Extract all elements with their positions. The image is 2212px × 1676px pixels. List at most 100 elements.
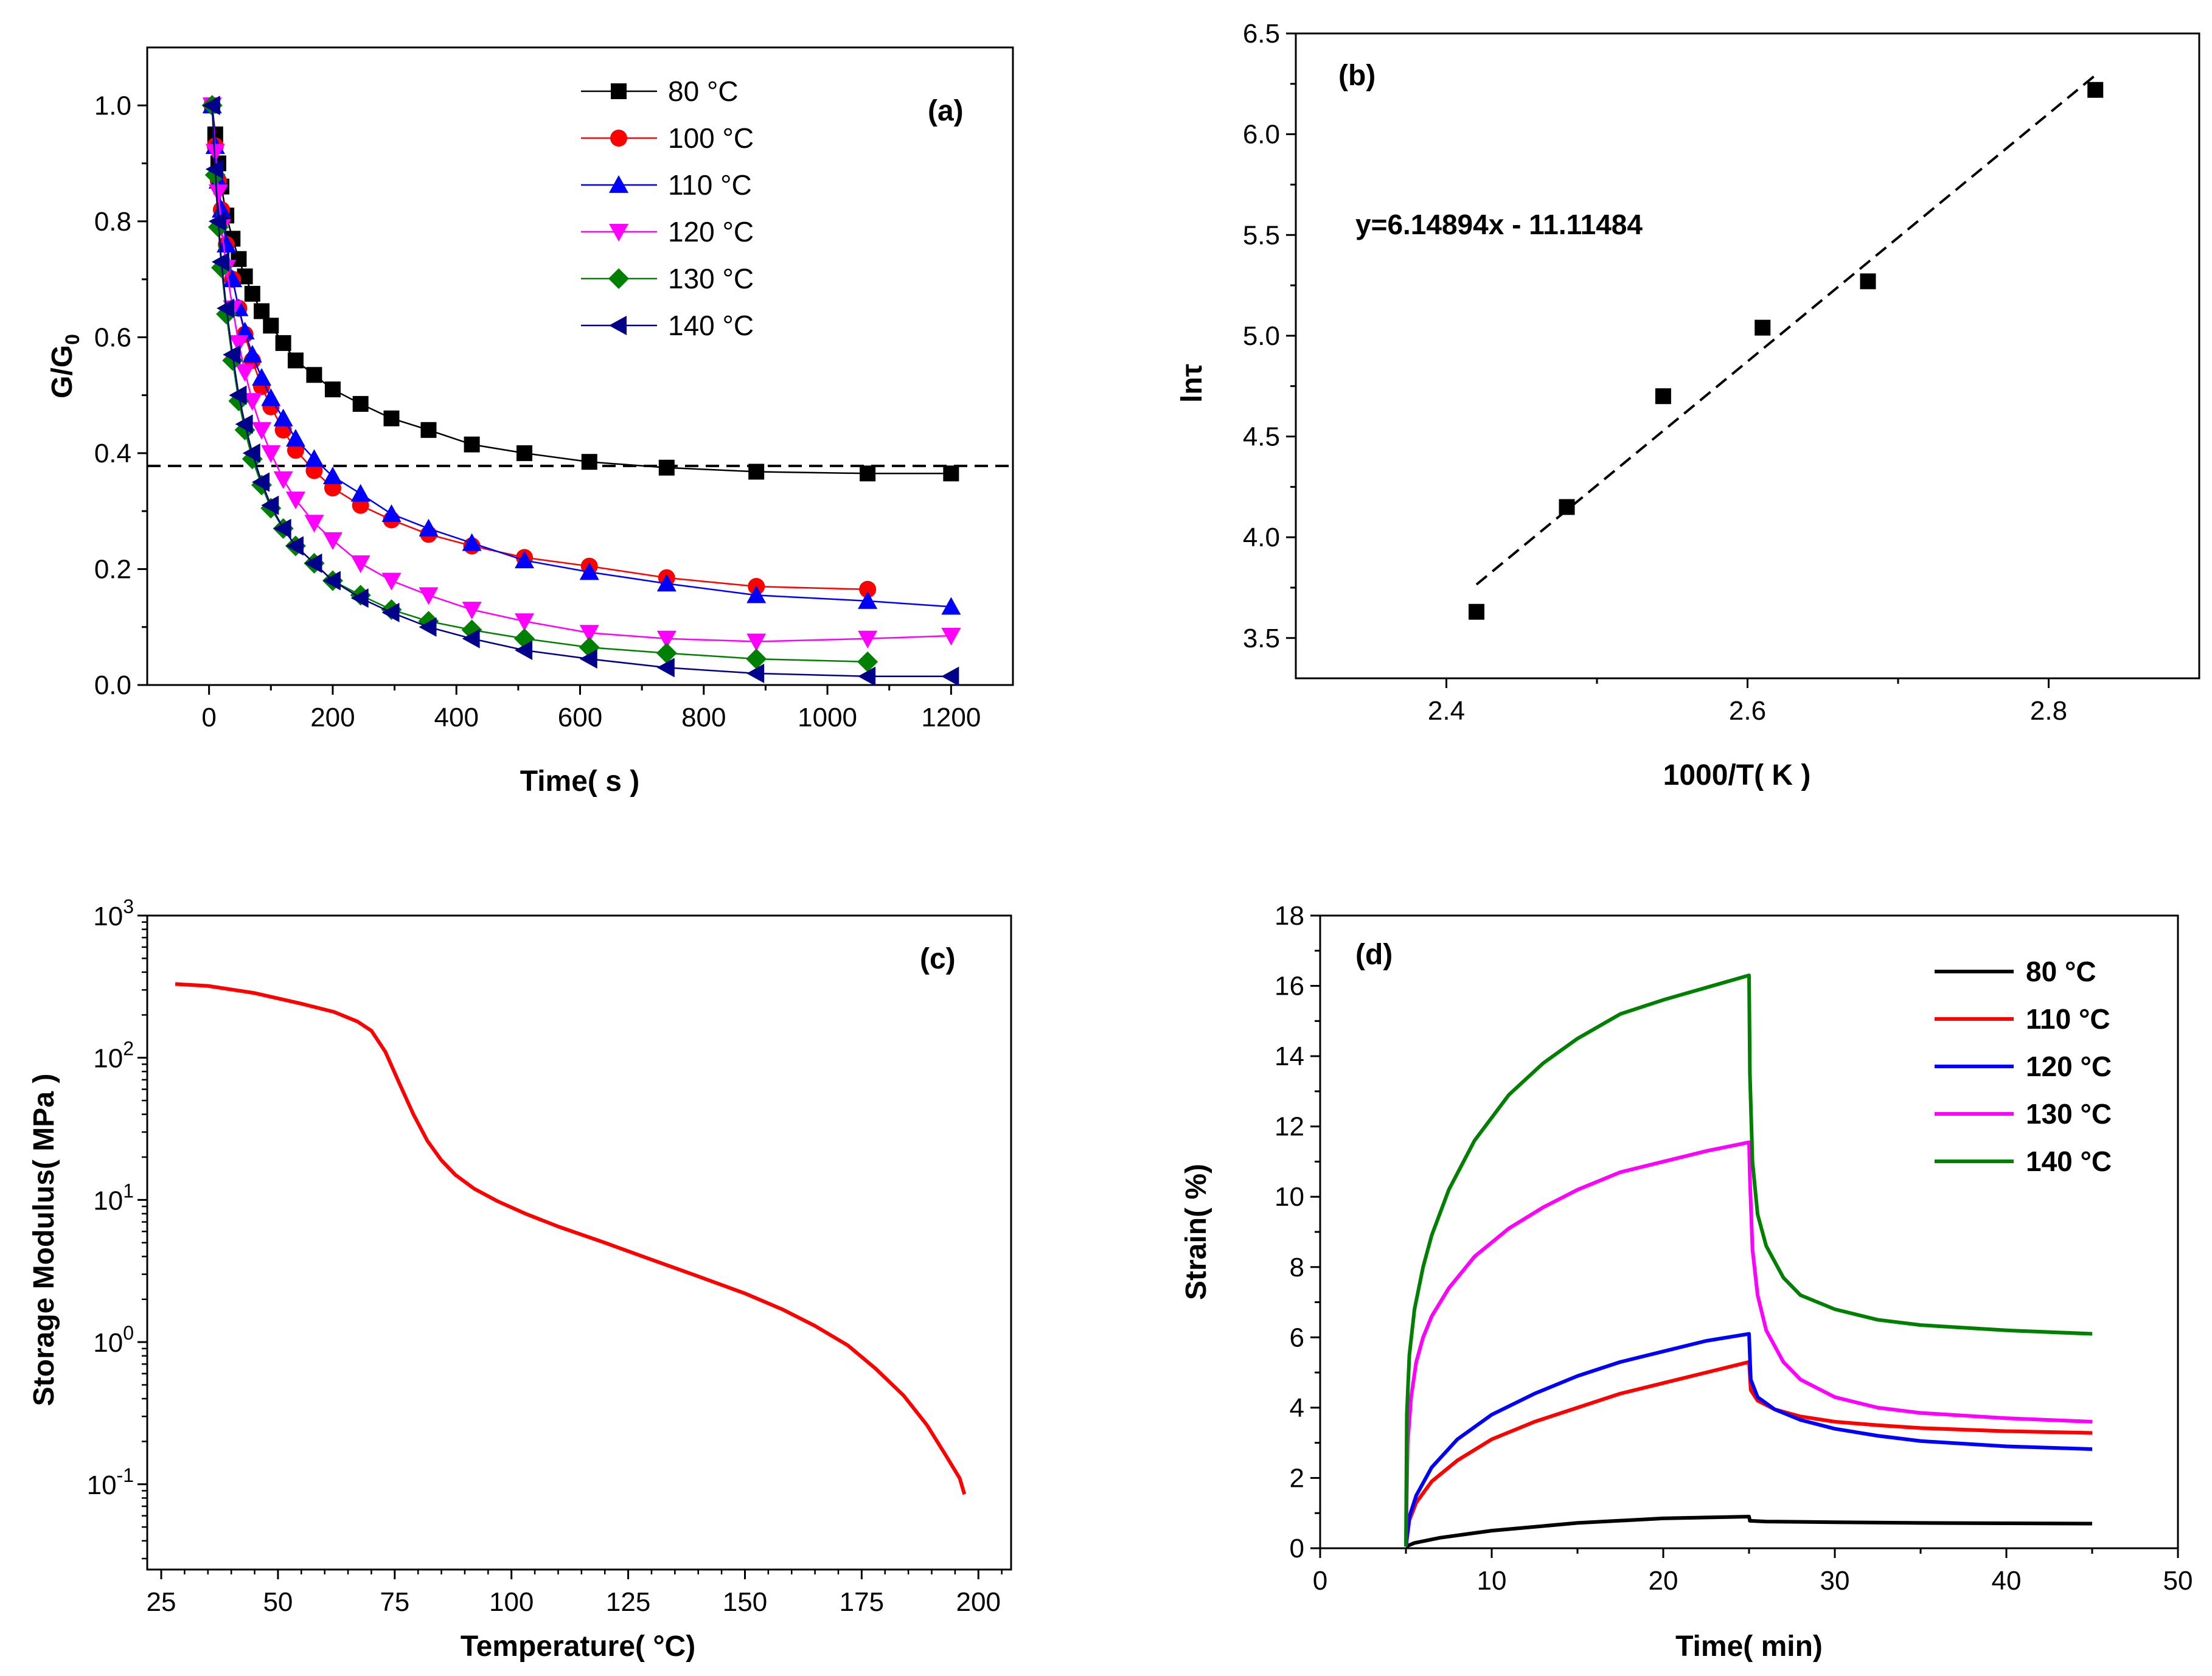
panel-d-legend-label: 120 °C xyxy=(2026,1051,2112,1082)
panel-a-legend: 80 °C 100 °C 110 °C 120 °C 130 °C 140 °C xyxy=(581,75,754,341)
panel-a-x-tick-label: 1200 xyxy=(921,703,981,732)
panel-b: 2.4 2.6 2.8 3.5 4.0 4.5 5.0 5.5 6.0 6.5 (b) y=6.1… xyxy=(1176,19,2200,791)
panel-a-data-point xyxy=(419,518,439,537)
panel-a-series-line xyxy=(211,105,951,475)
panel-d-x-axis-label: Time( min) xyxy=(1675,1630,1823,1663)
panel-a-data-point xyxy=(515,640,533,660)
panel-a-data-point xyxy=(217,234,237,252)
panel-a-y-tick-label: 0.2 xyxy=(94,554,131,584)
panel-b-label: (b) xyxy=(1338,60,1376,92)
panel-d-y-tick-label: 14 xyxy=(1275,1041,1304,1071)
panel-a-data-point xyxy=(656,642,677,664)
panel-b-axes: 2.4 2.6 2.8 3.5 4.0 4.5 5.0 5.5 6.0 6.5 xyxy=(1243,19,2067,726)
panel-c-y-tick-label: 102 xyxy=(93,1038,134,1074)
panel-a-series xyxy=(201,95,961,686)
panel-c-y-tick-label: 10-1 xyxy=(87,1464,134,1500)
panel-a-data-point xyxy=(515,613,535,631)
panel-b-points xyxy=(1469,82,2104,620)
panel-a-series-4 xyxy=(201,95,878,672)
panel-d-legend-label: 130 °C xyxy=(2026,1098,2112,1130)
panel-d-legend-label: 80 °C xyxy=(2026,956,2096,987)
panel-a-data-point xyxy=(419,587,439,605)
panel-a-data-point xyxy=(261,495,279,515)
panel-b-equation: y=6.14894x - 11.11484 xyxy=(1355,209,1643,240)
panel-c-x-tick-label: 125 xyxy=(606,1587,650,1617)
panel-a-data-point xyxy=(242,393,262,411)
panel-a-legend-label: 80 °C xyxy=(668,75,739,107)
panel-c-y-tick-base: 10 xyxy=(93,902,123,931)
panel-b-y-tick-label: 4.5 xyxy=(1243,422,1280,452)
panel-a-data-point xyxy=(205,144,225,162)
panel-d-y-tick-label: 10 xyxy=(1275,1182,1304,1212)
panel-a-data-point xyxy=(383,410,400,426)
panel-a-data-point xyxy=(273,471,293,489)
panel-a-data-point xyxy=(748,464,765,480)
panel-d-legend-label: 140 °C xyxy=(2026,1146,2112,1177)
panel-a-y-axis-label-subscript: 0 xyxy=(61,334,83,345)
panel-a-data-point xyxy=(252,472,270,492)
panel-a-data-point xyxy=(464,436,480,453)
panel-a-data-point xyxy=(462,602,482,620)
panel-a-data-point xyxy=(352,395,369,412)
panel-d-y-tick-label: 6 xyxy=(1290,1323,1304,1352)
panel-a-data-point xyxy=(235,364,255,382)
panel-a-data-point xyxy=(273,408,293,426)
panel-b-x-tick-label: 2.8 xyxy=(2030,696,2067,726)
panel-c-label: (c) xyxy=(920,943,956,975)
panel-c-y-tick-base: 10 xyxy=(93,1186,123,1215)
panel-c-y-tick-exponent: -1 xyxy=(117,1464,134,1486)
panel-a-data-point xyxy=(273,518,291,538)
panel-a-data-point xyxy=(516,445,533,461)
panel-a-data-point xyxy=(943,465,959,482)
panel-a-data-point xyxy=(322,532,343,550)
panel-a-data-point xyxy=(656,630,676,648)
panel-a-x-tick-label: 400 xyxy=(434,703,479,732)
panel-d-y-tick-label: 18 xyxy=(1275,901,1304,931)
panel-a-series-5 xyxy=(202,96,959,686)
panel-a-data-point xyxy=(202,96,220,116)
panel-a-data-point xyxy=(208,184,228,203)
panel-a-data-point xyxy=(242,443,260,463)
panel-a-data-point xyxy=(285,536,304,556)
panel-a-data-point xyxy=(254,303,270,319)
panel-b-y-tick-label: 5.0 xyxy=(1243,321,1280,351)
panel-d-x-tick-label: 40 xyxy=(1992,1566,2022,1596)
panel-c-y-tick-exponent: 0 xyxy=(123,1322,134,1344)
panel-a-series-2 xyxy=(202,96,961,615)
panel-d-y-tick-label: 2 xyxy=(1290,1463,1304,1493)
panel-d-series xyxy=(1404,973,2093,1548)
panel-a-data-point xyxy=(381,602,400,622)
panel-d-y-tick-label: 8 xyxy=(1290,1253,1304,1282)
panel-b-data-point xyxy=(1559,499,1575,515)
panel-b-y-tick-label: 6.5 xyxy=(1243,19,1280,49)
panel-a-y-tick-label: 0.4 xyxy=(94,439,131,468)
panel-a-data-point xyxy=(419,617,437,637)
panel-b-data-point xyxy=(1469,603,1484,620)
panel-a-x-axis-label: Time( s ) xyxy=(520,765,640,798)
panel-a-data-point xyxy=(746,633,767,652)
panel-d-x-tick-label: 20 xyxy=(1649,1566,1678,1596)
panel-b-data-point xyxy=(1655,388,1671,405)
panel-a-y-tick-label: 1.0 xyxy=(94,91,131,120)
panel-c-x-tick-label: 150 xyxy=(723,1587,767,1617)
panel-d-x-tick-label: 50 xyxy=(2163,1566,2193,1596)
panel-a-y-tick-label: 0.8 xyxy=(94,207,131,237)
panel-a-data-point xyxy=(420,422,437,438)
panel-a-data-point xyxy=(322,571,341,591)
panel-c-x-tick-label: 75 xyxy=(380,1587,409,1617)
panel-a-data-point xyxy=(235,321,255,339)
panel-b-fit-line xyxy=(1475,75,2095,586)
panel-a-legend-marker xyxy=(610,130,627,147)
panel-c-y-tick-exponent: 2 xyxy=(123,1038,134,1060)
panel-b-y-axis-label: lnτ xyxy=(1176,364,1208,403)
panel-a-data-point xyxy=(746,663,765,683)
panel-a-data-point xyxy=(381,572,402,591)
panel-a-x-tick-label: 800 xyxy=(681,703,726,732)
panel-a-legend-label: 130 °C xyxy=(668,263,754,294)
panel-d-legend-label: 110 °C xyxy=(2026,1003,2110,1035)
panel-a-series-3 xyxy=(202,97,961,652)
panel-b-data-point xyxy=(1755,319,1771,336)
panel-a-data-point xyxy=(462,628,480,648)
